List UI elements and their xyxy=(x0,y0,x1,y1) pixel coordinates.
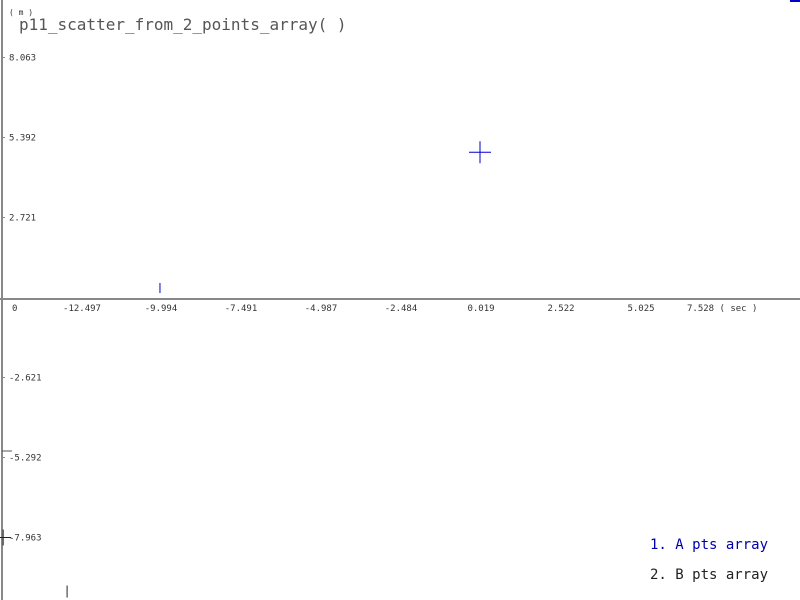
x-tick-label: 0 xyxy=(12,304,17,314)
x-tick-label: -7.491 xyxy=(225,304,258,314)
legend-item-a: 1. A pts array xyxy=(650,537,769,553)
y-tick-label: -2.621 xyxy=(9,374,42,384)
y-tick-label: -5.292 xyxy=(9,454,42,464)
x-tick-label: 5.025 xyxy=(627,304,654,314)
x-tick-label: -9.994 xyxy=(145,304,178,314)
y-axis-unit-label: ( m ) xyxy=(9,8,34,17)
x-tick-label: -12.497 xyxy=(63,304,101,314)
x-tick-label: -4.987 xyxy=(305,304,338,314)
legend-item-b: 2. B pts array xyxy=(650,567,769,583)
x-tick-label: 2.522 xyxy=(547,304,574,314)
corner-marker xyxy=(790,0,800,2)
x-tick-label: -2.484 xyxy=(385,304,418,314)
y-tick-label: 5.392 xyxy=(9,134,36,144)
y-tick-label: -7.963 xyxy=(9,534,42,544)
x-tick-label: 7.528 ( sec ) xyxy=(687,304,757,314)
chart-title: p11_scatter_from_2_points_array( ) xyxy=(19,15,347,34)
y-tick-label: 2.721 xyxy=(9,214,36,224)
y-tick-label: 8.063 xyxy=(9,54,36,64)
x-tick-label: 0.019 xyxy=(467,304,494,314)
